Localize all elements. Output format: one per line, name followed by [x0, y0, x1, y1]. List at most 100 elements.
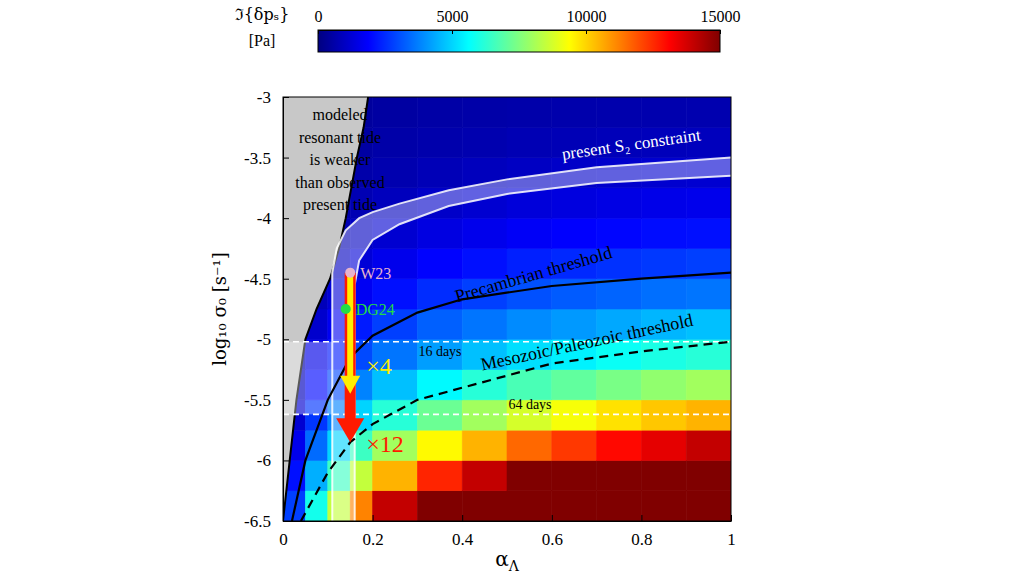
x-tick: 0.6	[542, 515, 563, 549]
y-axis-title: log₁₀ σ₀ [s⁻¹]	[209, 252, 230, 366]
heat-cell	[417, 460, 462, 490]
colorbar-tick-label: 5000	[437, 8, 469, 25]
heat-cell	[462, 491, 507, 521]
heat-cell	[641, 370, 686, 400]
colorbar-tick-mark	[318, 30, 319, 34]
y-tick: -4	[257, 209, 289, 228]
heat-cell	[417, 248, 462, 278]
colorbar-tick-mark	[452, 30, 453, 34]
heat-cell	[641, 188, 686, 218]
x-tick-label: 0.4	[452, 530, 474, 549]
colorbar-tick: 0	[315, 8, 323, 34]
heat-cell	[305, 430, 327, 460]
heat-cell	[507, 97, 552, 127]
heat-cell	[597, 97, 642, 127]
heat-cell	[417, 218, 462, 248]
heat-cell	[641, 339, 686, 369]
heat-cell	[417, 97, 462, 127]
x-tick: 0.4	[452, 515, 474, 549]
point-label: W23	[360, 265, 391, 282]
y-tick-label: -3	[257, 88, 271, 107]
heat-cell	[597, 460, 642, 490]
heat-cell	[641, 430, 686, 460]
colorbar-tick: 10000	[567, 8, 607, 34]
arrow-label: ×4	[366, 353, 392, 379]
heat-cell	[417, 430, 462, 460]
x-tick: 0.2	[362, 515, 383, 549]
y-tick: -3	[257, 88, 289, 107]
region-label: is weaker	[310, 151, 372, 168]
heat-cell	[305, 460, 327, 490]
heat-cell	[641, 97, 686, 127]
x-tick-label: 0.6	[542, 530, 563, 549]
point	[345, 268, 355, 278]
colorbar-tick-mark	[586, 30, 587, 34]
colorbar	[318, 30, 720, 52]
heat-cell	[417, 127, 462, 157]
heat-cell	[641, 218, 686, 248]
heat-cell	[507, 309, 552, 339]
heat-cell	[552, 188, 597, 218]
x-tick: 0.8	[631, 515, 652, 549]
period-band	[283, 342, 332, 415]
heat-cell	[686, 430, 731, 460]
x-tick-label: 0.8	[631, 530, 652, 549]
heat-cell	[597, 279, 642, 309]
colorbar-axis: 0 5000 10000 15000	[315, 8, 741, 34]
heat-cell	[552, 218, 597, 248]
heat-cell	[552, 460, 597, 490]
colorbar-tick: 5000	[437, 8, 469, 34]
heat-cell	[597, 430, 642, 460]
x-tick-mark	[462, 515, 463, 521]
region-label: present tide	[303, 196, 377, 214]
y-tick-mark	[283, 521, 289, 522]
y-tick: -3.5	[244, 149, 289, 168]
heat-cell	[686, 491, 731, 521]
y-tick-mark	[283, 97, 289, 98]
chart-svg: 00.20.40.60.81-6.5-6-5.5-5-4.5-4-3.5-3αΛ…	[0, 0, 1024, 575]
y-tick-label: -4.5	[244, 270, 271, 289]
y-tick-label: -6	[257, 451, 271, 470]
heat-cell	[507, 491, 552, 521]
x-axis-title: αΛ	[495, 547, 520, 574]
heat-cell	[507, 127, 552, 157]
heat-cell	[686, 279, 731, 309]
arrow	[336, 273, 364, 443]
heat-cell	[641, 279, 686, 309]
colorbar-tick-label: 15000	[701, 8, 741, 25]
heat-cell	[597, 188, 642, 218]
arrow	[340, 273, 360, 394]
colorbar-unit: [Pa]	[249, 32, 276, 49]
arrow-label: ×12	[366, 431, 404, 457]
y-tick-mark	[283, 339, 289, 340]
heat-cell	[462, 430, 507, 460]
y-axis-line	[283, 98, 284, 522]
point-label: DG24	[356, 301, 395, 318]
x-tick-mark	[641, 515, 642, 521]
heat-cell	[641, 460, 686, 490]
heat-cell	[417, 491, 462, 521]
y-tick: -6.5	[244, 512, 289, 531]
heat-cell	[462, 127, 507, 157]
y-tick-mark	[283, 218, 289, 219]
heat-cell	[686, 370, 731, 400]
heat-cell	[686, 97, 731, 127]
colorbar-tick-mark	[720, 30, 721, 34]
colorbar-title: ℑ{δpₛ}	[235, 5, 290, 24]
x-axis: 00.20.40.60.81	[279, 515, 736, 549]
period-label: 64 days	[508, 397, 551, 412]
x-axis-title-sub: Λ	[508, 558, 520, 574]
x-axis-title-main: α	[495, 547, 509, 571]
heat-cell	[641, 491, 686, 521]
period-label: 16 days	[418, 344, 461, 359]
x-tick-mark	[731, 515, 732, 521]
heat-cell	[417, 370, 462, 400]
x-tick-label: 0.2	[362, 530, 383, 549]
s2-band-label: present S₂ constraint	[561, 125, 703, 163]
heat-cell	[686, 218, 731, 248]
y-tick-label: -5.5	[244, 391, 271, 410]
heat-cell	[507, 218, 552, 248]
point	[341, 304, 351, 314]
y-tick: -5	[257, 330, 289, 349]
y-tick-mark	[283, 460, 289, 461]
